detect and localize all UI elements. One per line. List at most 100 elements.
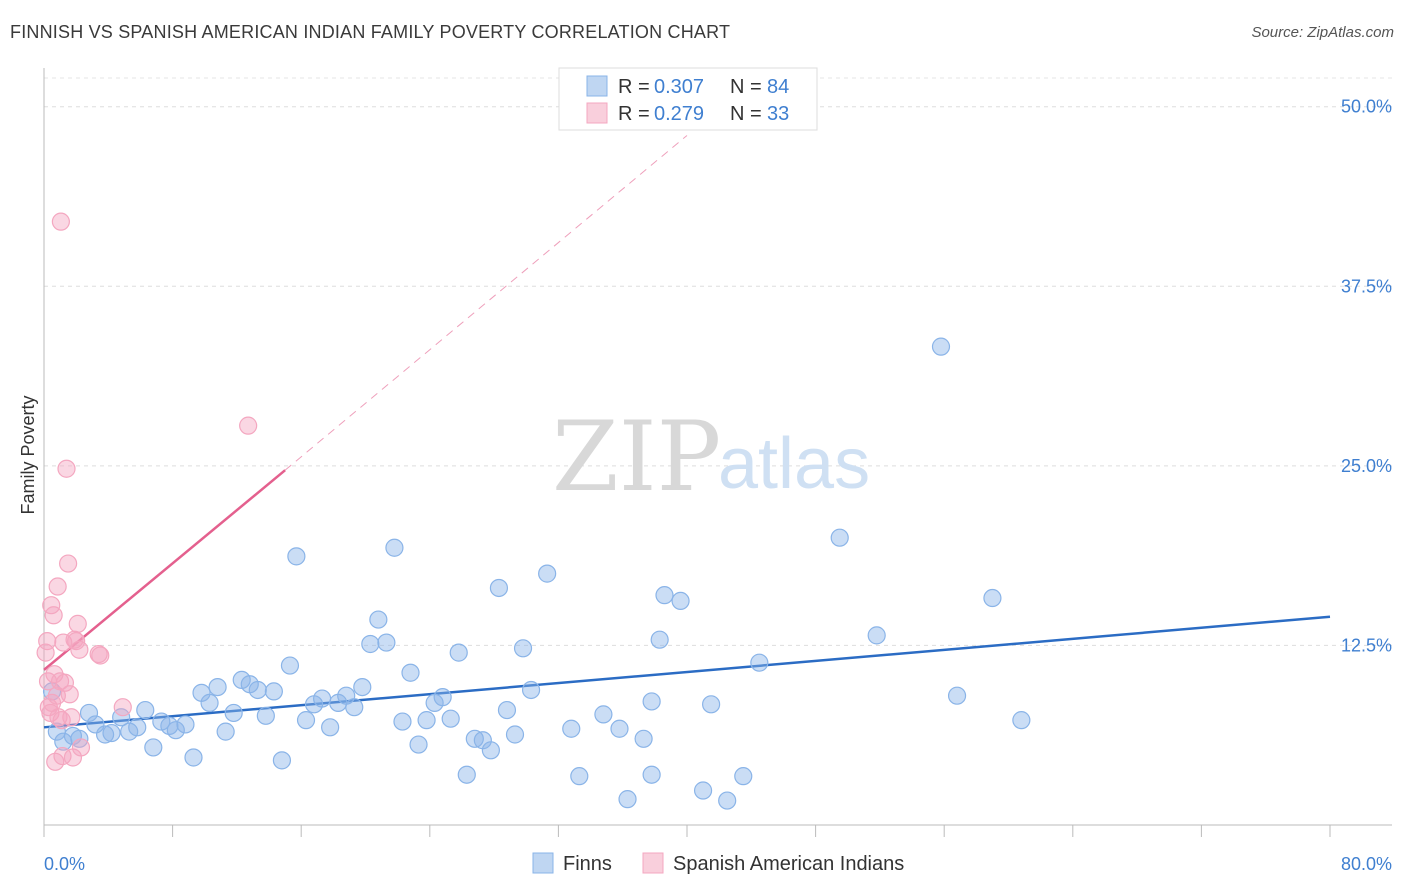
- point-finns: [634, 729, 653, 748]
- point-finns: [321, 718, 340, 737]
- point-finns: [224, 703, 243, 723]
- data-points: [36, 212, 1031, 810]
- point-finns: [128, 718, 147, 737]
- point-finns: [513, 639, 533, 658]
- point-finns: [441, 709, 460, 728]
- point-finns: [570, 767, 589, 786]
- trend-line-extension: [284, 135, 688, 471]
- point-finns: [931, 337, 951, 356]
- point-finns: [562, 719, 581, 738]
- point-spanish-american-indians: [71, 738, 91, 757]
- bottom-legend-label: Spanish American Indians: [673, 853, 904, 875]
- point-spanish-american-indians: [62, 708, 81, 727]
- y-tick-label: 37.5%: [1341, 276, 1392, 296]
- point-finns: [489, 578, 509, 598]
- bottom-legend-label: Finns: [563, 853, 612, 875]
- legend-n-label: N =: [730, 103, 762, 125]
- point-spanish-american-indians: [48, 577, 67, 596]
- point-finns: [830, 528, 849, 547]
- point-spanish-american-indians: [70, 640, 89, 659]
- trend-line: [43, 469, 286, 671]
- point-finns: [353, 677, 372, 697]
- point-finns: [671, 591, 690, 611]
- point-spanish-american-indians: [49, 708, 68, 727]
- point-finns: [401, 663, 420, 682]
- point-finns: [280, 656, 300, 675]
- point-finns: [693, 781, 713, 800]
- point-finns: [417, 711, 436, 730]
- point-spanish-american-indians: [68, 614, 87, 633]
- point-finns: [136, 700, 155, 720]
- point-spanish-american-indians: [239, 416, 258, 435]
- bottom-legend-swatch: [642, 852, 664, 874]
- point-finns: [393, 712, 412, 731]
- trend-line: [43, 615, 1331, 729]
- legend-r-label: R =: [618, 103, 650, 125]
- legend-r-value: 0.307: [654, 76, 704, 98]
- legend-n-value: 84: [767, 76, 789, 98]
- point-finns: [618, 790, 637, 809]
- point-finns: [650, 630, 669, 649]
- legend-n-value: 33: [767, 103, 789, 125]
- svg-text:atlas: atlas: [718, 424, 870, 504]
- point-finns: [457, 765, 476, 784]
- axes: 0.0% 80.0%: [43, 68, 1392, 874]
- point-finns: [361, 634, 380, 654]
- point-finns: [345, 698, 364, 717]
- point-finns: [144, 738, 163, 757]
- point-finns: [200, 693, 219, 712]
- point-finns: [449, 643, 468, 662]
- point-finns: [312, 689, 332, 708]
- legend-n-label: N =: [730, 76, 762, 98]
- point-spanish-american-indians: [60, 685, 79, 704]
- trend-lines: [43, 135, 1331, 729]
- point-spanish-american-indians: [59, 554, 78, 573]
- point-finns: [497, 700, 517, 720]
- y-axis-title: Family Poverty: [18, 395, 38, 514]
- point-spanish-american-indians: [113, 698, 132, 717]
- y-tick-label: 25.0%: [1341, 456, 1392, 476]
- legend-swatch: [586, 102, 608, 124]
- grid-lines: 12.5% 25.0% 37.5% 50.0%: [44, 77, 1392, 655]
- point-finns: [216, 722, 235, 741]
- point-spanish-american-indians: [46, 752, 65, 771]
- point-finns: [264, 682, 283, 701]
- point-finns: [594, 705, 613, 724]
- point-finns: [287, 547, 306, 566]
- point-finns: [79, 703, 99, 723]
- point-finns: [642, 765, 661, 784]
- source-label: Source: ZipAtlas.com: [1251, 24, 1394, 41]
- point-finns: [95, 725, 115, 744]
- chart-title: FINNISH VS SPANISH AMERICAN INDIAN FAMIL…: [10, 22, 731, 42]
- point-finns: [208, 677, 227, 697]
- point-finns: [1012, 711, 1031, 730]
- point-finns: [947, 686, 967, 705]
- watermark: ZIP atlas: [552, 401, 870, 513]
- point-spanish-american-indians: [55, 673, 74, 692]
- point-finns: [256, 706, 275, 725]
- point-spanish-american-indians: [36, 643, 55, 662]
- point-finns: [385, 538, 404, 557]
- y-tick-label: 50.0%: [1341, 97, 1392, 117]
- point-spanish-american-indians: [44, 606, 63, 625]
- point-finns: [521, 680, 541, 700]
- point-finns: [377, 633, 396, 652]
- point-finns: [538, 564, 557, 583]
- point-finns: [867, 626, 886, 645]
- point-finns: [176, 715, 195, 734]
- point-finns: [983, 588, 1002, 608]
- point-finns: [166, 721, 185, 740]
- legend-r-label: R =: [618, 76, 650, 98]
- point-finns: [718, 791, 737, 810]
- point-finns: [369, 610, 388, 629]
- legend-box: R = 0.307 N = 84 R = 0.279 N = 33: [558, 67, 818, 131]
- x-tick-label: 0.0%: [44, 854, 85, 874]
- legend-r-value: 0.279: [654, 103, 704, 125]
- point-finns: [248, 680, 267, 700]
- bottom-legend: Finns Spanish American Indians: [532, 852, 904, 875]
- point-finns: [750, 653, 769, 672]
- legend-swatch: [586, 75, 608, 97]
- y-tick-label: 12.5%: [1341, 635, 1392, 655]
- point-finns: [655, 586, 674, 605]
